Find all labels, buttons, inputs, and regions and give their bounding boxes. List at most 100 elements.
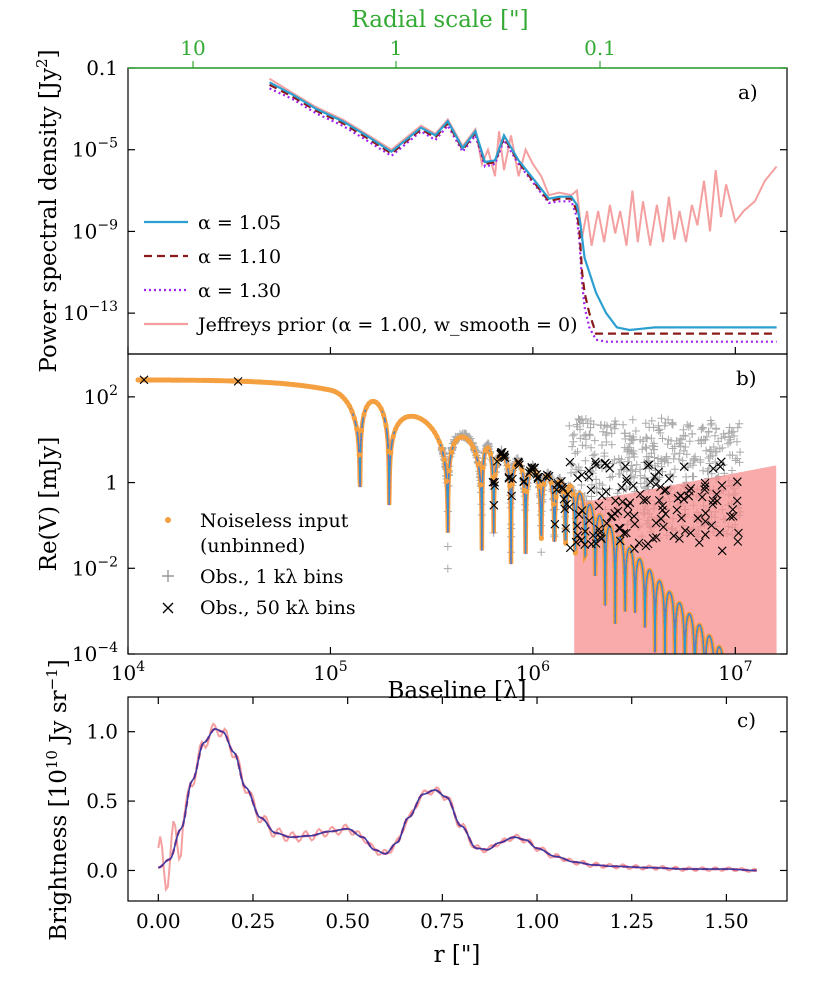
panel-c-ytick-label: 0.5 [86,789,118,813]
obs-50k-point [733,537,743,546]
obs-1k-point [599,427,607,436]
obs-1k-point [608,459,617,468]
obs-50k-point [732,477,742,487]
obs-1k-point [655,425,664,434]
obs-1k-point [663,440,672,449]
panel-c-xtick-label: 0.25 [231,909,276,933]
obs-1k-point [719,460,728,469]
obs-1k-point [654,421,663,430]
obs-1k-point [626,466,635,475]
panel-b-ytick-label: 10−4 [72,640,118,666]
obs-50k-point [559,494,569,504]
legend-marker-obs-50k [162,602,174,614]
obs-1k-point [651,466,660,475]
panel-b-plot-area [135,375,777,654]
obs-1k-point [626,439,634,448]
noiseless-point [504,463,510,469]
obs-50k-point [629,511,639,521]
obs-50k-point [697,492,707,502]
obs-50k-point [586,485,596,495]
obs-1k-point [568,431,577,440]
obs-1k-point [650,442,659,451]
obs-50k-point [584,466,594,476]
obs-50k-point [728,512,738,521]
obs-50k-point [584,472,594,482]
obs-1k-point [697,425,706,434]
obs-1k-point [647,449,656,458]
obs-50k-point [577,470,587,480]
obs-50k-point [572,521,582,531]
obs-1k-point [733,423,742,432]
obs-1k-point [733,454,742,463]
obs-1k-point [707,469,716,478]
panel-c-jeffreys-curve [157,722,757,893]
obs-50k-point [650,472,659,482]
obs-1k-point [657,414,666,423]
obs-1k-point [733,437,741,446]
panel-c-axes: 0.00 0.25 0.50 0.75 1.00 1.25 1.50 0.0 0.5 1.0 [86,697,787,933]
obs-1k-point [619,420,628,429]
obs-50k-point [726,512,735,521]
obs-50k-point [524,468,534,478]
noiseless-point [383,422,389,428]
obs-50k-point [664,474,674,484]
obs-50k-point [643,461,652,470]
obs-1k-point [678,456,687,465]
obs-1k-point [658,467,667,476]
obs-50k-point [654,467,663,477]
panel-a-ytick-label: 10−13 [63,299,118,325]
obs-50k-point [734,528,743,538]
legend-label-obs-50k: Obs., 50 kλ bins [200,597,356,619]
obs-1k-point [721,432,729,441]
obs-50k-point [525,466,535,476]
noiseless-point [444,478,450,484]
obs-50k-point [622,474,631,483]
obs-50k-point [490,481,499,490]
obs-1k-point [607,429,616,438]
obs-50k-point [648,534,658,543]
noiseless-point [354,426,360,432]
panel-c-xlabel: r ["] [434,942,481,968]
panel-c-xtick-label: 1.25 [609,909,654,933]
noiseless-point [388,450,394,456]
obs-50k-point [680,526,690,535]
obs-50k-point [630,519,640,529]
noiseless-point [538,535,545,542]
noiseless-point [349,408,355,414]
obs-50k-point [504,472,514,482]
obs-50k-point [675,534,684,543]
obs-50k-point [708,500,718,509]
noiseless-point [473,451,479,457]
obs-50k-point [693,513,703,523]
noiseless-point [541,481,547,487]
obs-50k-point [607,512,617,521]
panel-c-plot-area [157,722,757,893]
panel-c-xtick-label: 0.50 [325,909,370,933]
noiseless-point [550,501,557,507]
obs-1k-point [725,451,734,460]
noiseless-point [475,461,481,467]
obs-1k-point [568,442,577,451]
obs-1k-point [572,465,581,474]
obs-50k-point [515,460,524,470]
panel-a: 0.1 10−5 10−9 10−13 a) Power spectral densi… [33,49,788,373]
obs-50k-point [580,527,590,536]
obs-50k-point [600,459,609,468]
obs-50k-point [658,505,667,515]
obs-50k-point [573,530,583,540]
obs-1k-point [699,424,708,433]
panel-c-ylabel: Brightness [1010 Jy sr−1] [43,659,72,940]
obs-50k-point [694,538,704,547]
noiseless-point [567,483,574,489]
panel-c-xtick-label: 1.00 [515,909,560,933]
obs-1k-point [610,455,619,464]
obs-50k-point [717,481,727,490]
obs-50k-point [679,462,689,472]
obs-50k-point [595,528,605,538]
obs-1k-point [670,450,679,458]
panel-a-ytick-label: 10−5 [72,136,118,162]
obs-1k-point [632,460,641,469]
obs-1k-point [590,436,599,445]
obs-50k-point [562,499,571,509]
obs-50k-point [717,546,727,556]
